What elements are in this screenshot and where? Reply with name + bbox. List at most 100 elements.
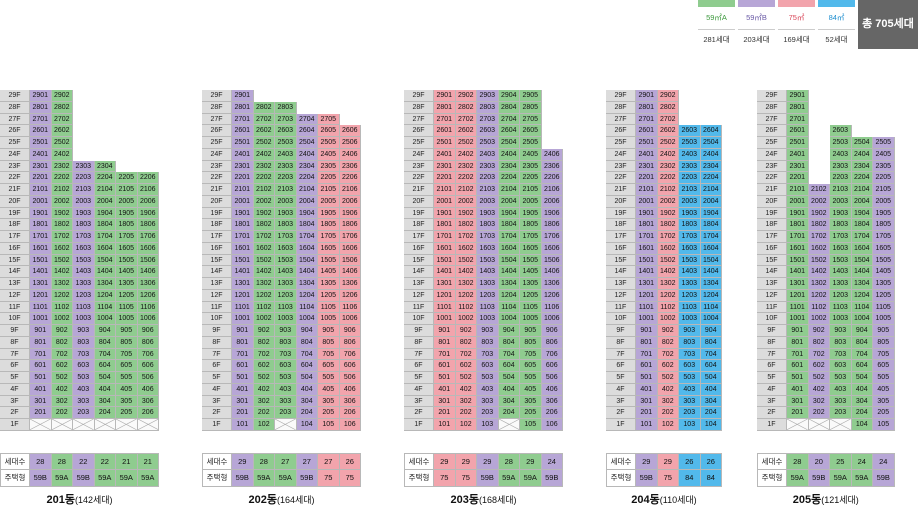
unit-cell: 302 [657,395,679,408]
floor-label: 24F [0,148,30,161]
unit-cell: 1501 [434,254,456,267]
unit-cell: 605 [520,360,542,372]
unit-cell: 501 [30,372,52,384]
floor-label: 10F [0,313,30,325]
unit-cell: 1504 [498,254,520,267]
floor-label: 29F [0,90,30,102]
unit-cell: 503 [679,372,701,384]
floor-label: 1F [757,419,787,431]
unit-cell: 2601 [636,125,658,137]
unit-cell: 1604 [498,242,520,255]
unit-cell: 2405 [873,148,895,161]
unit-cell: 1304 [851,278,873,290]
floor-label: 24F [606,148,636,161]
unit-cell: 304 [94,395,116,408]
unit-cell: 2303 [73,160,95,173]
unit-cell: 2304 [498,160,520,173]
unit-cell: 1705 [116,231,138,243]
unit-cell: 1302 [51,278,73,290]
floor-label: 15F [404,254,434,267]
floor-label: 23F [0,160,30,173]
unit-cell: 1402 [51,266,73,278]
unit-cell: 1002 [455,313,477,325]
unit-cell: 2402 [253,148,275,161]
household-count: 26 [339,453,361,470]
unit-cell: 1506 [541,254,563,267]
unit-cell: 2205 [318,172,340,184]
unit-cell: 701 [636,348,658,361]
unit-cell: 1904 [498,207,520,220]
unit-cell: 2003 [73,195,95,208]
floor-label: 28F [202,101,232,114]
unit-cell: 1701 [434,231,456,243]
unit-cell: 202 [51,407,73,419]
building-household-total: (121세대) [821,495,859,505]
unit-cell: 605 [318,360,340,372]
unit-cell: 2306 [339,160,361,173]
unit-type-cell: 59B [541,470,563,487]
floor-label: 23F [202,160,232,173]
floor-label: 28F [606,101,636,114]
unit-cell: 1103 [477,301,499,314]
unit-cell: 2204 [498,172,520,184]
unit-cell: 2104 [700,184,722,196]
unit-cell: 905 [873,325,895,337]
unit-cell: 1702 [808,231,830,243]
floor-label: 2F [404,407,434,419]
unit-cell: 805 [318,336,340,349]
unit-cell: 106 [339,419,361,431]
floor-label: 13F [202,278,232,290]
unit-cell: 205 [318,407,340,419]
unit-cell: 1205 [116,289,138,302]
unit-cell: 202 [253,407,275,419]
floor-label: 2F [0,407,30,419]
unit-cell: 303 [73,395,95,408]
legend-count: 52세대 [818,29,855,50]
unit-cell: 1904 [94,207,116,220]
unit-cell: 1501 [232,254,254,267]
unit-cell: 1503 [830,254,852,267]
household-count: 24 [541,453,563,470]
unit-cell: 704 [700,348,722,361]
unit-cell: 2702 [253,113,275,126]
unit-type-cell: 59B [73,470,95,487]
unit-cell: 105 [318,419,340,431]
unit-cell: 2802 [253,101,275,114]
unit-cell: 504 [700,372,722,384]
building-name: 202동(164세대) [202,491,361,507]
floor-label: 4F [202,383,232,396]
floor-label: 3F [757,395,787,408]
unit-cell: 1305 [318,278,340,290]
unit-cell: 2901 [636,90,658,102]
floor-label: 11F [0,301,30,314]
unit-cell: 703 [73,348,95,361]
unit-cell: 2803 [477,101,499,114]
unit-cell: 204 [296,407,318,419]
floor-label: 22F [757,172,787,184]
unit-cell: 2004 [94,195,116,208]
unit-cell: 506 [339,372,361,384]
unit-cell: 202 [657,407,679,419]
unit-cell: 1805 [520,219,542,231]
building-household-total: (110세대) [659,495,697,505]
floor-label: 1F [404,419,434,431]
unit-cell: 1905 [873,207,895,220]
unit-cell: 305 [116,395,138,408]
unit-cell: 1401 [787,266,809,278]
unit-cell: 1701 [787,231,809,243]
unit-cell: 1004 [700,313,722,325]
unit-cell: 804 [296,336,318,349]
unit-cell: 1706 [137,231,159,243]
unit-cell: 1901 [30,207,52,220]
floor-label: 11F [606,301,636,314]
unit-type-cell: 59A [94,470,116,487]
unit-cell: 2101 [30,184,52,196]
floor-label: 19F [0,207,30,220]
unit-cell: 704 [296,348,318,361]
floor-label: 29F [404,90,434,102]
summary-row-label: 세대수 [757,453,787,470]
unit-cell: 2103 [275,184,297,196]
unit-cell: 1601 [232,242,254,255]
unit-cell: 803 [73,336,95,349]
unit-cell: 905 [520,325,542,337]
